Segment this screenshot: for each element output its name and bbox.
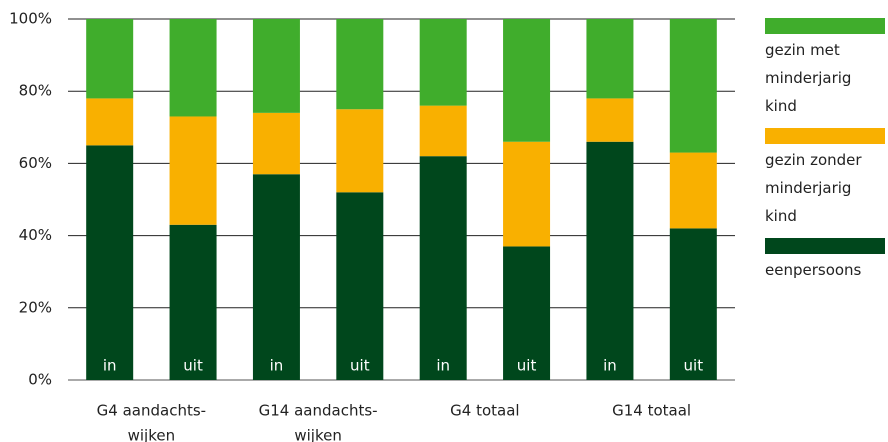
bar-segment — [503, 141, 551, 247]
legend-swatch — [765, 18, 885, 34]
y-tick-label: 60% — [19, 154, 52, 172]
bar-label: in — [270, 357, 284, 375]
legend-swatch — [765, 238, 885, 254]
legend-label: gezin met minderjarig kind — [765, 41, 852, 115]
bar-segment — [336, 19, 384, 110]
legend: gezin met minderjarig kind gezin zonder m… — [765, 18, 888, 292]
legend-item: gezin zonder minderjarig kind — [765, 128, 888, 230]
bar-segment — [169, 224, 217, 380]
bar-segment — [336, 192, 384, 380]
bar-label: uit — [517, 357, 537, 375]
bar-segment — [419, 156, 467, 380]
bar-segment — [669, 152, 717, 229]
group-label: G4 totaal — [450, 402, 519, 420]
legend-swatch — [765, 128, 885, 144]
bar-label: in — [436, 357, 450, 375]
legend-item: eenpersoons — [765, 238, 888, 284]
bar-segment — [336, 109, 384, 193]
y-tick-label: 80% — [19, 82, 52, 100]
bar-segment — [419, 19, 467, 106]
bar-label: in — [603, 357, 617, 375]
y-tick-label: 0% — [28, 371, 52, 389]
legend-label: eenpersoons — [765, 261, 862, 279]
plot: 0% 20% 40% 60% 80% 100% in uit in uit in uit in uit G4… — [9, 10, 735, 442]
bar-segment — [252, 19, 300, 113]
y-tick-label: 100% — [9, 10, 52, 28]
group-label: G14 totaal — [612, 402, 691, 420]
bar-segment — [169, 116, 217, 225]
bar-label: in — [103, 357, 117, 375]
bar-segment — [86, 19, 134, 99]
group-label: G4 aandachts- — [97, 402, 206, 420]
bar-segment — [503, 246, 551, 380]
bar-segment — [586, 98, 634, 142]
bar-segment — [86, 98, 134, 146]
bar-segment — [252, 112, 300, 175]
bar-label: uit — [183, 357, 203, 375]
bar-segment — [586, 19, 634, 99]
bar-segment — [669, 19, 717, 153]
bar-label: uit — [684, 357, 704, 375]
bar-segment — [503, 19, 551, 142]
bar-segment — [419, 105, 467, 157]
y-tick-label: 40% — [19, 226, 52, 244]
group-label: G14 aandachts- — [259, 402, 378, 420]
bar-segment — [586, 141, 634, 380]
group-label: wijken — [128, 427, 176, 442]
bar-label: uit — [350, 357, 370, 375]
bar-segment — [169, 19, 217, 117]
group-label: wijken — [294, 427, 342, 442]
bar-segment — [252, 174, 300, 380]
legend-label: gezin zonder minderjarig kind — [765, 151, 862, 225]
bar-segment — [86, 145, 134, 380]
legend-item: gezin met minderjarig kind — [765, 18, 888, 120]
y-tick-label: 20% — [19, 298, 52, 316]
bar-segment — [669, 228, 717, 380]
